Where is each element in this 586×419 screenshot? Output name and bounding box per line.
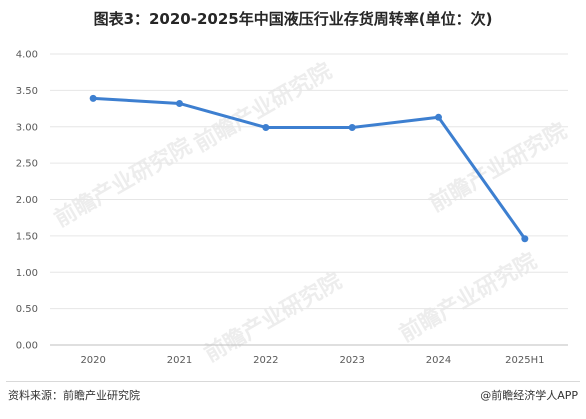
source-note: 资料来源：前瞻产业研究院 (8, 389, 140, 402)
series-layer (89, 94, 529, 243)
x-tick-label: 2023 (339, 355, 364, 366)
y-tick-label: 1.00 (16, 268, 38, 279)
x-tick-label: 2022 (253, 355, 278, 366)
data-point (348, 123, 356, 131)
y-tick-label: 2.50 (16, 159, 38, 170)
line-chart: 0.00 0.50 1.00 1.50 2.00 2.50 3.00 3.50 4.00 202… (16, 50, 568, 366)
y-tick-label: 3.00 (16, 122, 38, 133)
footer-divider (6, 381, 580, 382)
x-tick-label: 2025H1 (505, 355, 544, 366)
data-point (89, 94, 97, 102)
y-axis-ticks: 0.00 0.50 1.00 1.50 2.00 2.50 3.00 3.50 4.00 (16, 50, 38, 352)
x-tick-label: 2021 (167, 355, 192, 366)
x-tick-label: 2020 (80, 355, 105, 366)
data-point (262, 123, 270, 131)
series-line (93, 96, 527, 240)
x-tick-label: 2024 (426, 355, 451, 366)
chart-title: 图表3：2020-2025年中国液压行业存货周转率(单位：次) (93, 10, 493, 28)
y-tick-label: 4.00 (16, 50, 38, 61)
grid-lines (50, 53, 568, 346)
y-tick-label: 2.00 (16, 195, 38, 206)
y-tick-label: 1.50 (16, 231, 38, 242)
x-axis-ticks: 2020 2021 2022 2023 2024 2025H1 (80, 355, 544, 366)
y-tick-label: 3.50 (16, 86, 38, 97)
y-tick-label: 0.00 (16, 341, 38, 352)
data-point (176, 99, 183, 107)
brand-note: @前瞻经济学人APP (480, 389, 578, 402)
data-point (521, 235, 529, 243)
data-point (435, 113, 442, 121)
y-tick-label: 0.50 (16, 304, 38, 315)
